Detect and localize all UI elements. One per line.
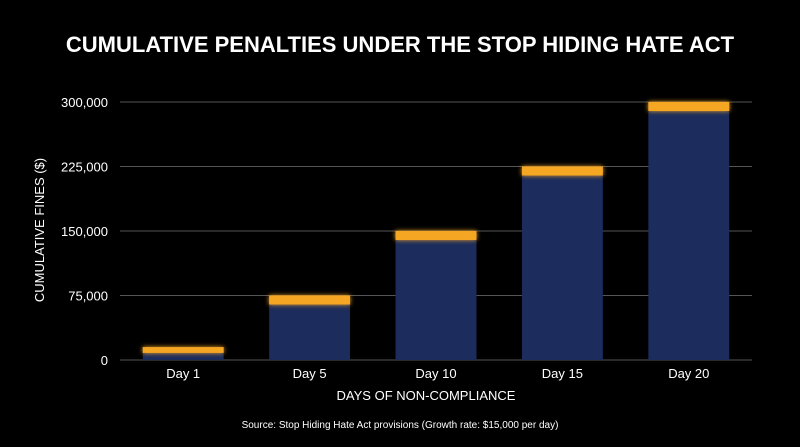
y-tick-labels: 0 75,000 150,000 225,000 300,000 [61,95,108,368]
x-tick-label: Day 20 [668,366,709,381]
y-tick-label: 75,000 [68,289,108,304]
bar [521,166,603,360]
bars [142,102,730,360]
x-axis-label: DAYS OF NON-COMPLIANCE [337,388,516,403]
bar-cap [395,231,477,240]
chart-title: CUMULATIVE PENALTIES UNDER THE STOP HIDI… [66,32,735,57]
y-tick-label: 225,000 [61,160,108,175]
x-tick-labels: Day 1 Day 5 Day 10 Day 15 Day 20 [166,366,709,381]
source-note: Source: Stop Hiding Hate Act provisions … [242,420,559,431]
bar-cap [269,295,351,305]
bar [269,295,351,360]
y-tick-label: 300,000 [61,95,108,110]
bar-cap [648,102,730,111]
y-tick-label: 150,000 [61,224,108,239]
y-tick-label: 0 [101,353,108,368]
bar-cap [142,347,224,353]
x-tick-label: Day 15 [542,366,583,381]
y-axis-label: CUMULATIVE FINES ($) [32,158,47,302]
bar [648,102,730,360]
bar-cap [521,166,603,176]
x-tick-label: Day 1 [166,366,200,381]
x-tick-label: Day 5 [293,366,327,381]
x-tick-label: Day 10 [415,366,456,381]
bar [395,231,477,360]
